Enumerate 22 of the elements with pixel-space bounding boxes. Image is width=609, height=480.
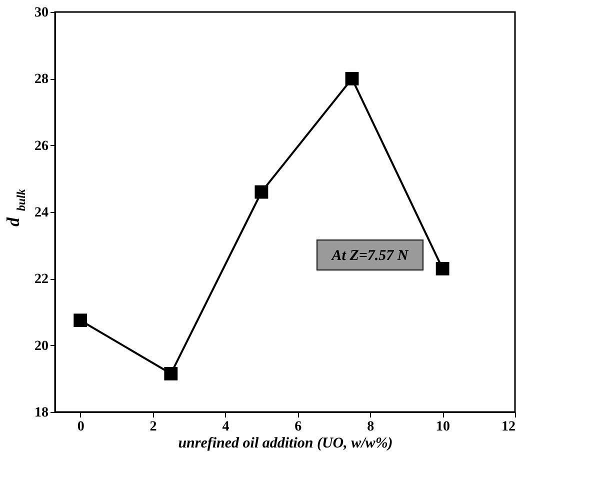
y-tick-label: 20	[34, 338, 48, 354]
point	[74, 314, 88, 328]
point	[254, 185, 268, 199]
y-tick-label: 28	[34, 72, 48, 88]
point	[345, 72, 359, 86]
point	[436, 262, 450, 276]
x-tick-label: 6	[294, 420, 302, 434]
x-tick-label: 8	[367, 420, 374, 434]
x-axis-title: unrefined oil addition (UO, w/w%)	[178, 436, 393, 452]
y-tick-label: 30	[34, 6, 48, 20]
x-tick-label: 12	[502, 420, 516, 434]
y-tick-label: 18	[34, 406, 48, 420]
y-tick-label: 22	[34, 272, 48, 288]
x-tick-label: 4	[222, 420, 230, 434]
y-tick-label: 24	[34, 206, 48, 220]
point	[164, 366, 178, 380]
y-tick-label: 26	[34, 138, 48, 154]
x-tick-label: 2	[150, 420, 157, 434]
x-tick-label: 10	[436, 420, 450, 434]
y-axis-title: dbulk	[3, 188, 28, 226]
annotation: At Z=7.57 N	[330, 248, 410, 264]
x-tick-label: 0	[77, 420, 84, 434]
